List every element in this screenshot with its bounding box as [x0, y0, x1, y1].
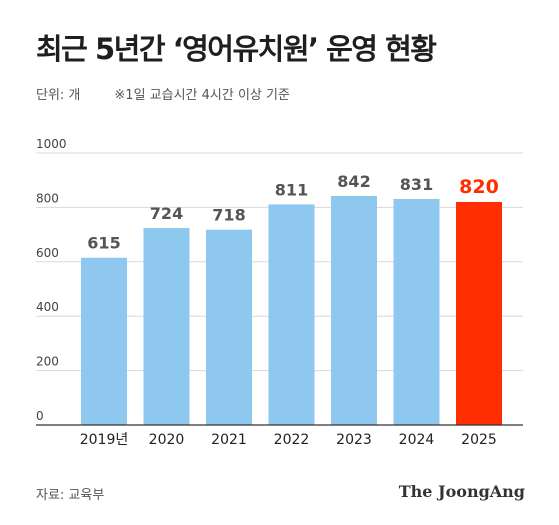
x-tick-label: 2022 [274, 432, 310, 448]
x-tick-label: 2020 [149, 432, 185, 448]
y-tick-label: 200 [36, 355, 59, 369]
value-label: 718 [212, 206, 245, 225]
x-tick-label: 2024 [399, 432, 435, 448]
chart-title: 최근 5년간 ‘영어유치원’ 운영 현황 [36, 32, 437, 66]
bar-2021 [206, 229, 252, 425]
bar-2022 [268, 204, 315, 425]
bar-2025 [456, 201, 502, 425]
chart-subtitle: 단위: 개 ※1일 교습시간 4시간 이상 기준 [36, 84, 290, 103]
source-note: 자료: 교육부 [36, 488, 105, 503]
x-tick-label: 2019년 [80, 432, 129, 448]
x-tick-label: 2023 [336, 432, 372, 448]
value-label: 811 [275, 180, 308, 199]
bar-2020 [143, 228, 190, 425]
x-tick-labels: 2019년 2020 2021 2022 2023 2024 2025 [80, 432, 497, 448]
y-tick-labels: 0 200 400 600 800 1000 [36, 137, 67, 423]
y-tick-label: 1000 [36, 137, 67, 151]
value-label: 615 [87, 234, 120, 253]
bar-2024 [393, 198, 440, 425]
value-label: 831 [400, 175, 433, 194]
value-label: 724 [150, 204, 183, 223]
value-label: 820 [459, 176, 499, 198]
criteria-note: ※1일 교습시간 4시간 이상 기준 [114, 88, 290, 103]
publisher-logo: The JoongAng [398, 482, 525, 501]
y-tick-label: 800 [36, 191, 59, 205]
bar-2023 [331, 195, 377, 425]
y-tick-label: 400 [36, 300, 59, 314]
bars [81, 195, 502, 425]
value-label: 842 [337, 172, 370, 191]
x-tick-label: 2025 [461, 432, 497, 448]
value-labels: 615 724 718 811 842 831 820 [87, 172, 499, 253]
bar-2019년 [81, 257, 127, 425]
unit-label: 단위: 개 [36, 88, 81, 103]
y-tick-label: 0 [36, 409, 44, 423]
y-tick-label: 600 [36, 246, 59, 260]
x-tick-label: 2021 [211, 432, 247, 448]
